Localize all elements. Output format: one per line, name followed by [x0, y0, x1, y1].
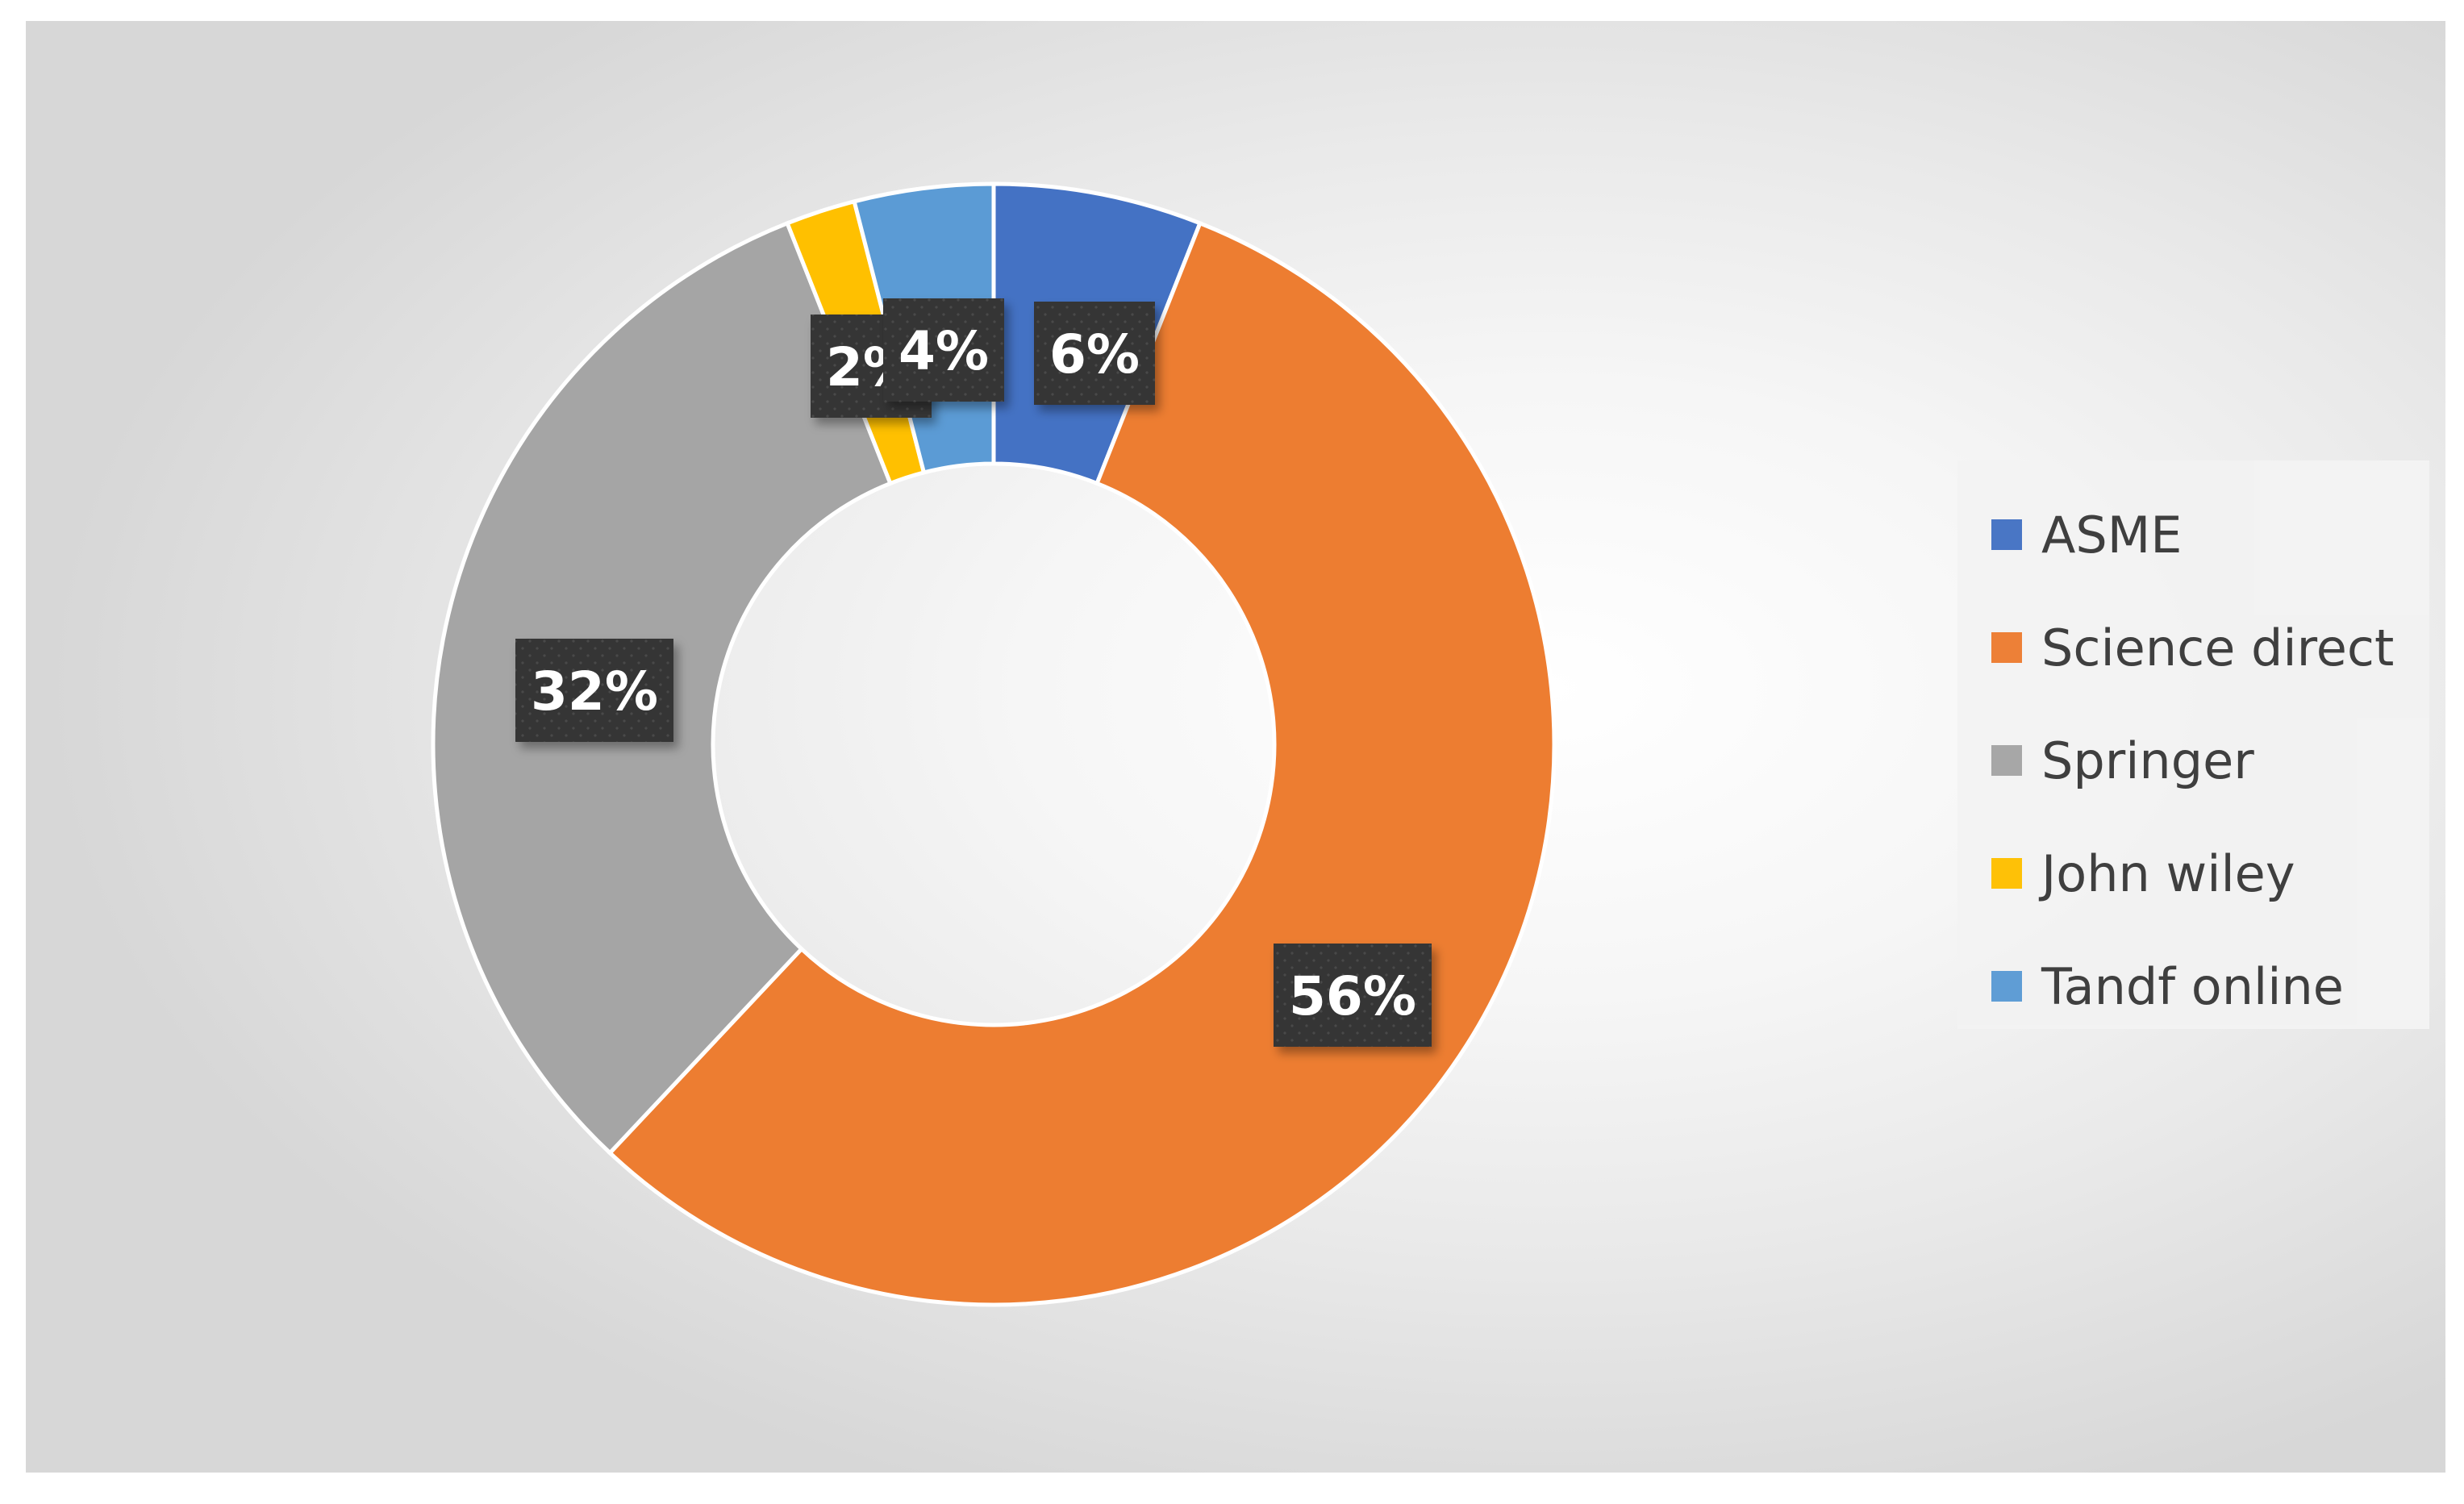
donut-chart: 32%56%2%4% 6%: [431, 181, 1557, 1307]
data-label-text: 4%: [898, 320, 989, 382]
chart-legend: ASME Science direct Springer John wiley …: [1957, 460, 2429, 1029]
legend-label-asme: ASME: [2041, 505, 2183, 565]
legend-item-science-direct: Science direct: [1991, 615, 2394, 680]
legend-swatch-john-wiley: [1991, 858, 2022, 889]
data-label-tandf-online: 4%: [883, 298, 1004, 402]
legend-item-john-wiley: John wiley: [1991, 841, 2295, 906]
legend-swatch-science-direct: [1991, 632, 2022, 663]
data-label-box: [1274, 944, 1432, 1047]
data-label-text: 6%: [1049, 323, 1140, 385]
data-label-text: 32%: [531, 660, 658, 723]
data-label-box: [1034, 302, 1155, 405]
legend-label-john-wiley: John wiley: [2041, 844, 2295, 903]
legend-swatch-asme: [1991, 519, 2022, 550]
legend-item-springer: Springer: [1991, 728, 2254, 793]
legend-label-tandf-online: Tandf online: [2041, 956, 2344, 1016]
data-label-box: [515, 639, 673, 742]
data-label-text: 56%: [1289, 965, 1416, 1027]
legend-item-asme: ASME: [1991, 502, 2182, 567]
data-label-asme: 6%: [1034, 302, 1155, 405]
data-label-science-direct: 56%: [1274, 944, 1432, 1047]
legend-item-tandf-online: Tandf online: [1991, 954, 2344, 1019]
legend-swatch-springer: [1991, 745, 2022, 776]
legend-swatch-tandf-online: [1991, 971, 2022, 1002]
chart-area: 32% 56% 2% 4% 6% ASME Science direct Springe…: [26, 21, 2445, 1473]
legend-label-springer: Springer: [2041, 731, 2254, 790]
data-label-springer: 32%: [515, 639, 673, 742]
data-label-box: [883, 298, 1004, 402]
legend-label-science-direct: Science direct: [2041, 618, 2395, 677]
